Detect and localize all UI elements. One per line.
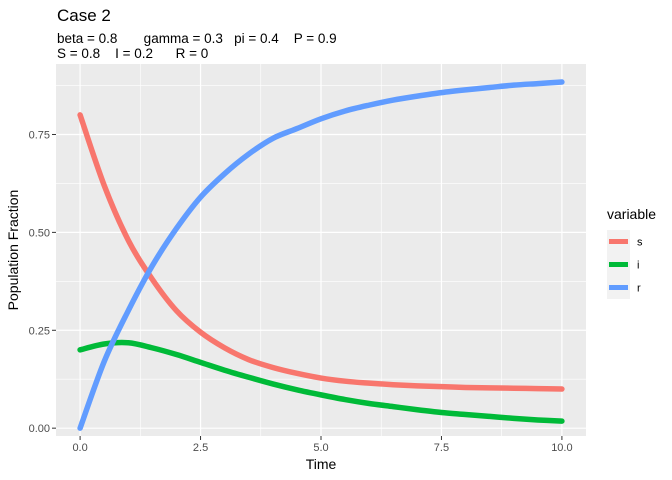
legend: variable sir xyxy=(607,206,656,299)
legend-title: variable xyxy=(607,206,656,222)
x-tick-label: 2.5 xyxy=(193,442,208,454)
series-layer xyxy=(77,79,565,431)
x-tick-label: 0.0 xyxy=(72,442,87,454)
legend-label-s: s xyxy=(637,237,643,249)
y-tick-label: 0.25 xyxy=(29,325,50,337)
y-axis-title: Population Fraction xyxy=(5,190,21,311)
major-gridlines xyxy=(56,64,586,436)
series-line-r xyxy=(77,79,565,431)
y-tick-label: 0.50 xyxy=(29,227,50,239)
y-axis-ticks: 0.00 0.25 0.50 0.75 xyxy=(29,129,56,435)
x-axis-ticks: 0.0 2.5 5.0 7.5 10.0 xyxy=(72,436,573,454)
x-tick-label: 7.5 xyxy=(434,442,449,454)
chart-title: Case 2 xyxy=(57,6,111,25)
x-tick-label: 10.0 xyxy=(551,442,572,454)
y-tick-label: 0.75 xyxy=(29,129,50,141)
legend-label-i: i xyxy=(637,260,639,272)
x-tick-label: 5.0 xyxy=(313,442,328,454)
y-tick-label: 0.00 xyxy=(29,423,50,435)
series-line-s xyxy=(77,112,565,392)
series-line-i xyxy=(77,339,565,424)
chart-subtitle-line-2: S = 0.8 I = 0.2 R = 0 xyxy=(57,46,208,61)
legend-label-r: r xyxy=(637,283,641,295)
x-axis-title: Time xyxy=(306,456,337,472)
chart-subtitle-line-1: beta = 0.8 gamma = 0.3 pi = 0.4 P = 0.9 xyxy=(57,31,337,46)
